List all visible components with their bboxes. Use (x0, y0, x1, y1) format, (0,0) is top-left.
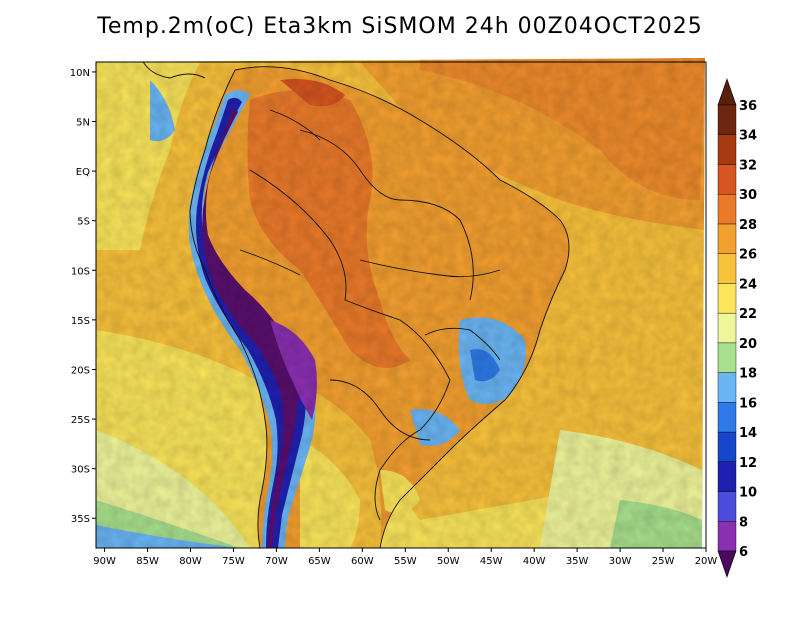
lon-tick-label: 75W (222, 556, 245, 567)
colorbar-label: 26 (739, 248, 757, 263)
colorbar-label: 34 (739, 129, 757, 144)
lat-tick-label: 15S (71, 316, 90, 327)
lon-tick-label: 20W (695, 556, 718, 567)
lon-tick-label: 55W (394, 556, 417, 567)
colorbar-band (717, 372, 737, 403)
border-venezuela (269, 109, 321, 141)
colorbar-label: 12 (739, 456, 757, 471)
field-texture (96, 58, 705, 548)
colorbar-band (717, 342, 737, 373)
border-brazil-west (249, 169, 451, 521)
lon-tick-label: 65W (308, 556, 331, 567)
border-internal-3 (424, 327, 501, 361)
colorbar-band (717, 402, 737, 433)
colorbar-label: 18 (739, 367, 757, 382)
lon-tick-label: 40W (523, 556, 546, 567)
lat-tick-label: 30S (71, 465, 90, 476)
colorbar-label: 16 (739, 396, 757, 411)
coastline-central-america (141, 59, 206, 79)
colorbar-band (717, 223, 737, 254)
colorbar-label: 8 (739, 515, 748, 530)
lat-tick-label: 35S (71, 514, 90, 525)
lat-tick-label: 25S (71, 415, 90, 426)
coastline-pacific (189, 69, 268, 548)
lon-tick-label: 45W (480, 556, 503, 567)
lat-tick-label: 10S (71, 266, 90, 277)
colorbar-band (717, 431, 737, 463)
colorbar-label: 10 (739, 486, 757, 501)
lon-tick-label: 25W (652, 556, 675, 567)
border-peru-bolivia (239, 249, 301, 276)
colorbar-label: 36 (739, 99, 757, 114)
border-internal-2 (359, 259, 501, 278)
lat-tick-label: 5S (77, 217, 90, 228)
longitude-axis: 90W 85W 80W 75W 70W 65W 60W 55W 50W 45W 40W 35W 30W 2… (93, 548, 717, 567)
coastline-atlantic (234, 66, 570, 548)
lon-tick-label: 85W (136, 556, 159, 567)
border-internal-1 (299, 129, 474, 301)
colorbar-label: 6 (739, 545, 748, 560)
colorbar-band (717, 134, 737, 165)
colorbar-band (717, 491, 737, 522)
latitude-axis: 10N 5N EQ 5S 10S 15S 20S 25S 30S 35S (70, 68, 96, 525)
colorbar-band (717, 461, 737, 492)
colorbar-band (717, 312, 737, 344)
lon-tick-label: 50W (437, 556, 460, 567)
map-title: Temp.2m(oC) Eta3km SiSMOM 24h 00Z04OCT20… (97, 14, 703, 39)
colorbar-label: 28 (739, 218, 757, 233)
colorbar-label: 32 (739, 158, 757, 173)
colorbar-over-triangle (717, 78, 737, 106)
colorbar-band (717, 253, 737, 284)
colorbar-label: 20 (739, 337, 757, 352)
colorbar-label: 14 (739, 426, 757, 441)
temperature-field (96, 58, 705, 548)
lat-tick-label: EQ (76, 167, 90, 178)
colorbar-label: 30 (739, 188, 757, 203)
colorbar-band (717, 521, 737, 552)
lon-tick-label: 60W (351, 556, 374, 567)
lon-tick-label: 80W (179, 556, 202, 567)
lon-tick-label: 70W (265, 556, 288, 567)
colorbar-band (717, 104, 737, 135)
colorbar-label: 22 (739, 307, 757, 322)
border-paraguay (329, 379, 431, 441)
colorbar: 6 8 10 12 14 16 18 20 22 24 26 28 30 32 34 36 (717, 78, 757, 578)
lon-tick-label: 90W (93, 556, 116, 567)
colorbar-under-triangle (717, 550, 737, 578)
lat-tick-label: 5N (76, 118, 90, 129)
colorbar-label: 24 (739, 277, 757, 292)
plot-frame (95, 61, 707, 549)
colorbar-band (717, 193, 737, 225)
lon-tick-label: 35W (566, 556, 589, 567)
lat-tick-label: 10N (70, 68, 90, 79)
colorbar-band (717, 283, 737, 314)
lon-tick-label: 30W (609, 556, 632, 567)
colorbar-band (717, 164, 737, 195)
political-borders (141, 59, 570, 548)
lat-tick-label: 20S (71, 365, 90, 376)
